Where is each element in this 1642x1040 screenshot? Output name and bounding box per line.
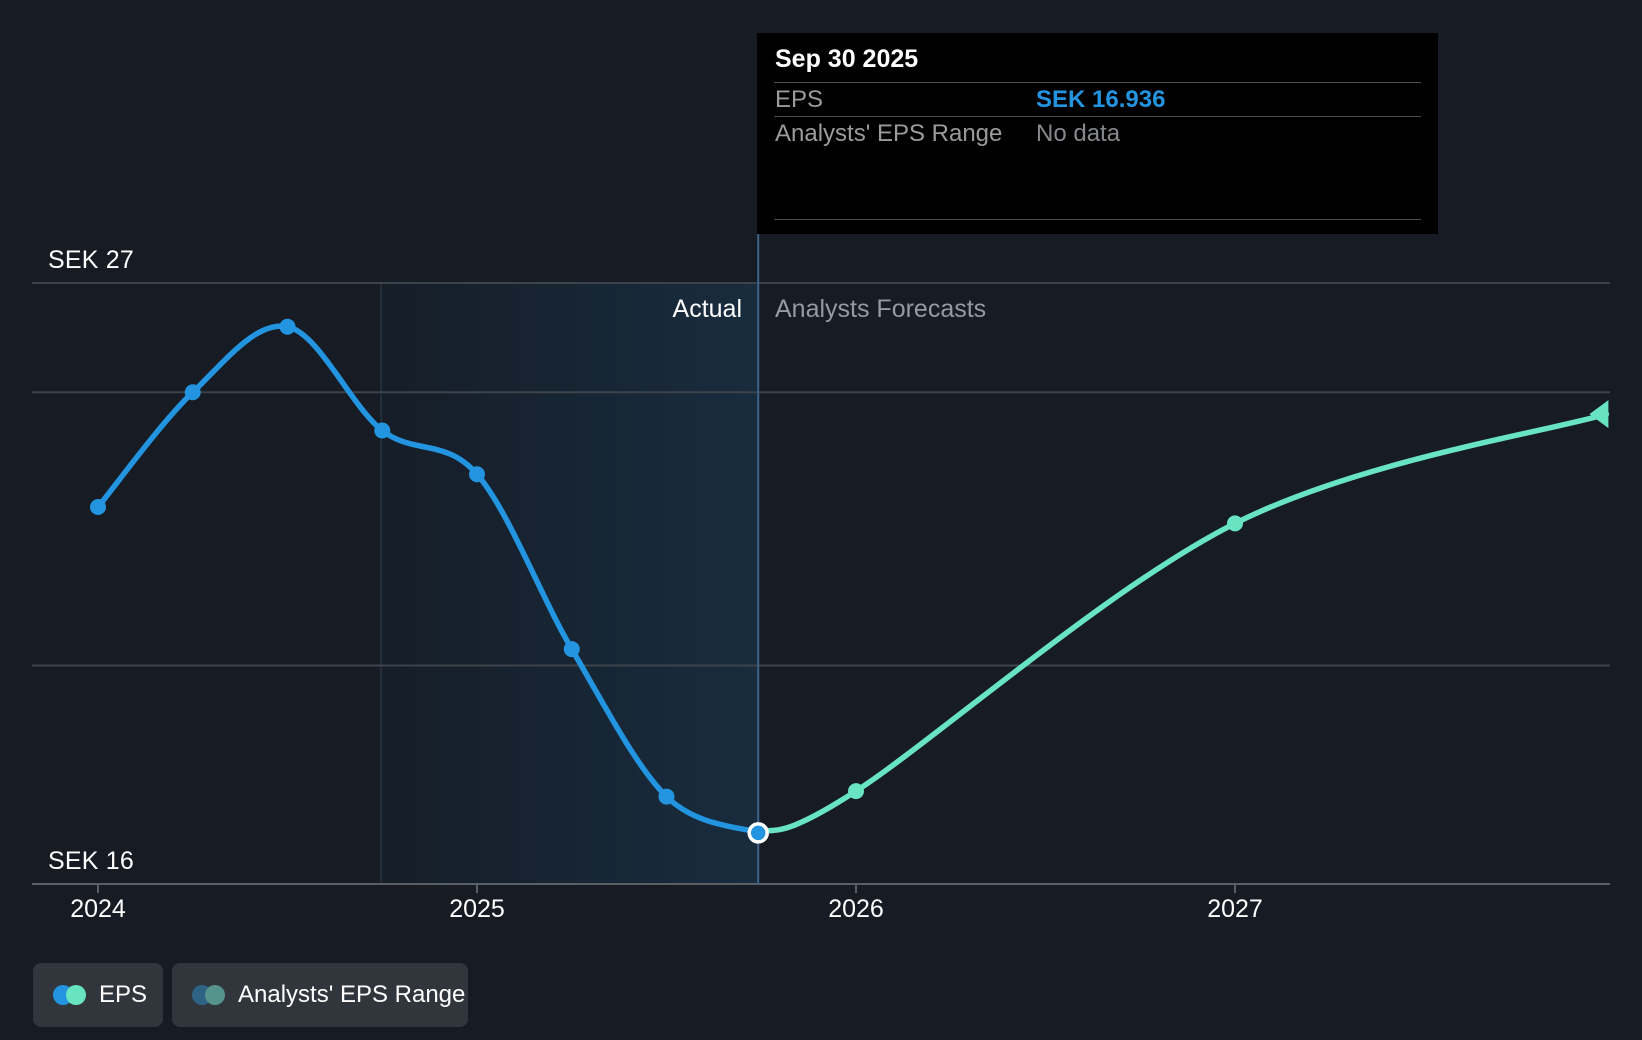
- tooltip-row-eps: EPS SEK 16.936: [757, 82, 1438, 116]
- x-axis-label: 2025: [449, 895, 505, 923]
- forecast-arrow-end: [1589, 400, 1609, 429]
- x-axis-label: 2026: [828, 895, 884, 923]
- gridlines: [32, 282, 1610, 667]
- tooltip-eps-value: SEK 16.936: [1036, 86, 1166, 113]
- eps-legend-dots-icon: [53, 985, 86, 1005]
- range-legend-dots-icon: [192, 985, 225, 1005]
- actual-phase-label: Actual: [672, 295, 742, 323]
- actual-data-point[interactable]: [374, 422, 391, 439]
- legend-range-label: Analysts' EPS Range: [238, 981, 466, 1008]
- chart-tooltip: Sep 30 2025 EPS SEK 16.936 Analysts' EPS…: [757, 33, 1438, 234]
- forecast-data-point[interactable]: [848, 783, 864, 800]
- legend-toggle-eps[interactable]: EPS: [33, 963, 163, 1027]
- actual-period-band: [381, 283, 759, 884]
- tooltip-date: Sep 30 2025: [775, 45, 919, 73]
- actual-data-point[interactable]: [563, 641, 580, 658]
- y-axis-label-max: SEK 27: [48, 246, 134, 274]
- tooltip-range-label: Analysts' EPS Range: [775, 120, 1003, 147]
- tooltip-divider: [774, 82, 1421, 83]
- actual-data-point[interactable]: [279, 318, 296, 335]
- eps-forecast-line[interactable]: [755, 411, 1610, 836]
- tooltip-divider: [774, 116, 1421, 117]
- tooltip-range-row: Analysts' EPS Range No data: [757, 116, 1438, 150]
- x-axis-label: 2024: [70, 895, 126, 923]
- legend-toggle-analysts-eps-range[interactable]: Analysts' EPS Range: [172, 963, 468, 1027]
- actual-data-point[interactable]: [184, 384, 201, 401]
- actual-data-point[interactable]: [658, 788, 675, 805]
- x-axis-label: 2027: [1207, 895, 1263, 923]
- forecast-data-point[interactable]: [1227, 515, 1243, 532]
- legend-eps-label: EPS: [99, 981, 148, 1008]
- actual-data-point[interactable]: [90, 499, 106, 516]
- tooltip-eps-label: EPS: [775, 86, 824, 113]
- actual-data-point[interactable]: [469, 466, 485, 483]
- selected-data-point[interactable]: [747, 822, 769, 844]
- axis-ticks: [97, 884, 1236, 893]
- eps-actual-line[interactable]: [95, 323, 761, 836]
- data-points: [90, 318, 1243, 844]
- forecast-phase-label: Analysts Forecasts: [775, 295, 987, 323]
- tooltip-divider: [774, 219, 1421, 220]
- y-axis-label-min: SEK 16: [48, 847, 134, 875]
- tooltip-range-value: No data: [1036, 120, 1121, 147]
